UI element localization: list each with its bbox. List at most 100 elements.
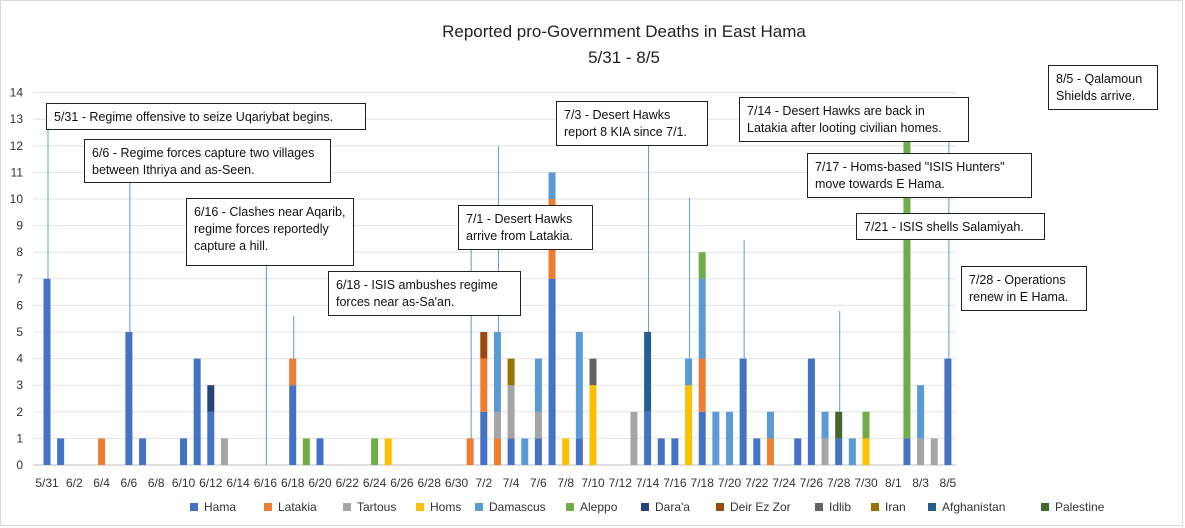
bar-hama-7-21 — [739, 358, 747, 465]
legend-swatch-iran — [871, 503, 879, 511]
bar-latakia-6-4 — [98, 438, 106, 465]
bar-tartous-7-3 — [493, 411, 501, 439]
legend-swatch-hama — [190, 503, 198, 511]
chart-subtitle: 5/31 - 8/5 — [588, 48, 660, 67]
legend-label-tartous: Tartous — [357, 500, 396, 514]
callout-5-31: 5/31 - Regime offensive to seize Uqariyb… — [46, 103, 366, 130]
bar-iran-7-4 — [507, 358, 515, 386]
x-tick-label: 7/4 — [503, 476, 520, 490]
legend-label-afghanistan: Afghanistan — [942, 500, 1005, 514]
bar-aleppo-8-2 — [903, 119, 911, 439]
chart-title: Reported pro-Government Deaths in East H… — [442, 22, 806, 41]
bar-damascus-7-19 — [712, 411, 720, 465]
callout-7-17: 7/17 - Homs-based "ISIS Hunters" move to… — [807, 153, 1032, 198]
bar-tartous-7-6 — [534, 411, 542, 439]
x-tick-label: 8/1 — [885, 476, 902, 490]
bar-tartous-8-3 — [917, 438, 925, 465]
legend-label-iran: Iran — [885, 500, 906, 514]
x-tick-label: 6/12 — [199, 476, 223, 490]
x-tick-label: 6/4 — [93, 476, 110, 490]
legend-swatch-dara-a — [641, 503, 649, 511]
legend-label-palestine: Palestine — [1055, 500, 1105, 514]
legend-label-latakia: Latakia — [278, 500, 317, 514]
callout-7-3: 7/3 - Desert Hawks report 8 KIA since 7/… — [556, 101, 708, 146]
bar-dara-a-6-12 — [207, 385, 215, 412]
x-tick-label: 6/22 — [336, 476, 360, 490]
x-tick-label: 5/31 — [35, 476, 59, 490]
bar-homs-7-17 — [685, 385, 693, 465]
bar-latakia-7-18 — [698, 358, 706, 412]
x-tick-label: 7/16 — [663, 476, 687, 490]
legend-swatch-latakia — [264, 503, 272, 511]
x-tick-label: 7/26 — [800, 476, 824, 490]
x-tick-label: 6/24 — [363, 476, 387, 490]
callout-7-14: 7/14 - Desert Hawks are back in Latakia … — [739, 97, 969, 142]
x-tick-label: 7/8 — [557, 476, 574, 490]
bar-damascus-7-3 — [493, 332, 501, 412]
y-tick-label: 9 — [16, 219, 23, 233]
bar-tartous-7-4 — [507, 385, 515, 439]
x-tick-label: 7/20 — [718, 476, 742, 490]
bar-hama-8-2 — [903, 438, 911, 465]
legend-swatch-homs — [416, 503, 424, 511]
y-tick-label: 4 — [16, 352, 23, 366]
bar-damascus-7-7 — [548, 172, 556, 199]
callout-leaders — [47, 110, 950, 465]
callout-6-16: 6/16 - Clashes near Aqarib, regime force… — [186, 198, 354, 266]
y-tick-label: 14 — [10, 86, 24, 100]
bar-idlib-7-10 — [589, 358, 597, 386]
x-tick-label: 6/18 — [281, 476, 305, 490]
x-tick-label: 6/30 — [445, 476, 469, 490]
x-tick-label: 6/2 — [66, 476, 83, 490]
legend-label-damascus: Damascus — [489, 500, 546, 514]
bar-hama-5-31 — [43, 278, 51, 465]
x-tick-label: 6/20 — [308, 476, 332, 490]
bar-hama-7-6 — [534, 438, 542, 465]
bar-hama-6-1 — [57, 438, 65, 465]
x-tick-label: 7/30 — [854, 476, 878, 490]
bar-damascus-7-29 — [848, 438, 856, 465]
bar-latakia-7-3 — [493, 438, 501, 465]
bar-damascus-7-18 — [698, 278, 706, 359]
bar-hama-6-11 — [193, 358, 201, 465]
bar-damascus-7-17 — [685, 358, 693, 386]
bar-latakia-7-2 — [480, 358, 488, 412]
bar-damascus-7-27 — [821, 411, 829, 439]
callout-6-18: 6/18 - ISIS ambushes regime forces near … — [328, 271, 521, 316]
x-tick-label: 6/8 — [148, 476, 165, 490]
legend-label-deir-ez-zor: Deir Ez Zor — [730, 500, 791, 514]
bar-hama-7-4 — [507, 438, 515, 465]
bar-latakia-7-1 — [466, 438, 474, 465]
bar-hama-8-5 — [944, 358, 952, 465]
legend-swatch-aleppo — [566, 503, 574, 511]
bar-damascus-8-3 — [917, 385, 925, 439]
legend-swatch-palestine — [1041, 503, 1049, 511]
x-tick-label: 7/22 — [745, 476, 769, 490]
x-tick-label: 6/26 — [390, 476, 414, 490]
y-tick-label: 13 — [10, 112, 24, 126]
bar-homs-7-30 — [862, 438, 870, 465]
bar-damascus-7-9 — [575, 332, 583, 439]
bar-hama-7-22 — [753, 438, 761, 465]
bar-hama-7-28 — [835, 438, 843, 465]
x-tick-label: 7/12 — [609, 476, 633, 490]
legend: Hama Latakia Tartous Homs Damascus Aleppo Dara… — [190, 500, 1105, 514]
legend-swatch-idlib — [815, 503, 823, 511]
y-tick-label: 2 — [16, 405, 23, 419]
legend-label-aleppo: Aleppo — [580, 500, 618, 514]
bar-homs-7-10 — [589, 385, 597, 465]
bar-hama-7-26 — [807, 358, 815, 465]
x-tick-label: 7/2 — [475, 476, 492, 490]
x-tick-label: 7/28 — [827, 476, 851, 490]
callout-7-28: 7/28 - Operations renew in E Hama. — [961, 266, 1087, 311]
legend-swatch-tartous — [343, 503, 351, 511]
x-tick-label: 6/10 — [172, 476, 196, 490]
bar-damascus-7-23 — [766, 411, 774, 439]
bar-hama-7-2 — [480, 411, 488, 465]
legend-label-dara-a: Dara'a — [655, 500, 690, 514]
bar-hama-7-15 — [657, 438, 665, 465]
y-tick-label: 5 — [16, 325, 23, 339]
legend-swatch-damascus — [475, 503, 483, 511]
